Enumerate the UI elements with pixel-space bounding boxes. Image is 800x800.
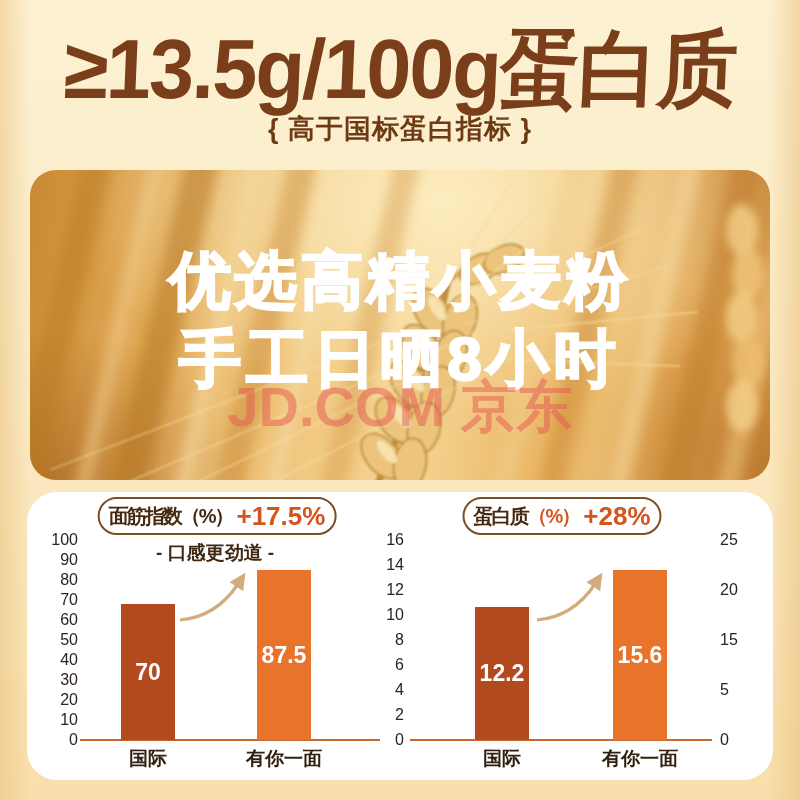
y-axis-label: 40 xyxy=(18,650,78,670)
y-axis-label: 0 xyxy=(18,730,78,750)
protein-badge-unit: （%） xyxy=(527,503,579,530)
headline: ≥13.5g/100g蛋白质 xyxy=(14,27,786,111)
y-axis-label: 4 xyxy=(344,680,404,700)
growth-arrow xyxy=(533,568,613,626)
y-axis-label: 6 xyxy=(344,655,404,675)
right-axis-label: 0 xyxy=(720,730,780,750)
x-axis-category: 有你一面 xyxy=(570,748,710,770)
hero-title-line1: 优选高精小麦粉 xyxy=(30,246,770,316)
y-axis-label: 80 xyxy=(18,570,78,590)
bar-value-label: 12.2 xyxy=(462,659,542,687)
x-axis-category: 有你一面 xyxy=(214,748,354,770)
y-axis-label: 10 xyxy=(18,710,78,730)
x-axis-category: 国际 xyxy=(78,748,218,770)
growth-arrow xyxy=(176,568,256,626)
gluten-badge-label: 面筋指数（%） xyxy=(109,503,233,530)
right-axis-label: 20 xyxy=(720,580,780,600)
bar-value-label: 87.5 xyxy=(244,641,324,669)
y-axis-label: 30 xyxy=(18,670,78,690)
y-axis-label: 2 xyxy=(344,705,404,725)
right-axis-label: 25 xyxy=(720,530,780,550)
y-axis-label: 14 xyxy=(344,555,404,575)
gluten-chart-subtitle: - 口感更劲道 - xyxy=(156,542,274,564)
protein-badge-delta: +28% xyxy=(583,501,650,532)
right-axis-label: 15 xyxy=(720,630,780,650)
right-axis-label: 5 xyxy=(720,680,780,700)
subheadline: { 高于国标蛋白指标 } xyxy=(0,114,800,144)
jd-watermark: JD.COM 京东 xyxy=(227,377,572,437)
gluten-index-badge: 面筋指数（%） +17.5% xyxy=(98,497,337,535)
y-axis-label: 0 xyxy=(344,730,404,750)
y-axis-label: 50 xyxy=(18,630,78,650)
bar-value-label: 70 xyxy=(108,658,188,686)
protein-badge-label: 蛋白质 xyxy=(473,503,527,530)
y-axis-label: 10 xyxy=(344,605,404,625)
protein-badge: 蛋白质 （%） +28% xyxy=(462,497,661,535)
bar-value-label: 15.6 xyxy=(600,641,680,669)
y-axis-label: 60 xyxy=(18,610,78,630)
y-axis-label: 70 xyxy=(18,590,78,610)
y-axis-label: 20 xyxy=(18,690,78,710)
y-axis-label: 16 xyxy=(344,530,404,550)
y-axis-label: 12 xyxy=(344,580,404,600)
gluten-badge-delta: +17.5% xyxy=(236,501,325,532)
x-axis-category: 国际 xyxy=(432,748,572,770)
product-infographic: { "header": { "headline": "≥13.5g/100g蛋白… xyxy=(0,0,800,800)
y-axis-label: 90 xyxy=(18,550,78,570)
y-axis-label: 8 xyxy=(344,630,404,650)
y-axis-label: 100 xyxy=(18,530,78,550)
